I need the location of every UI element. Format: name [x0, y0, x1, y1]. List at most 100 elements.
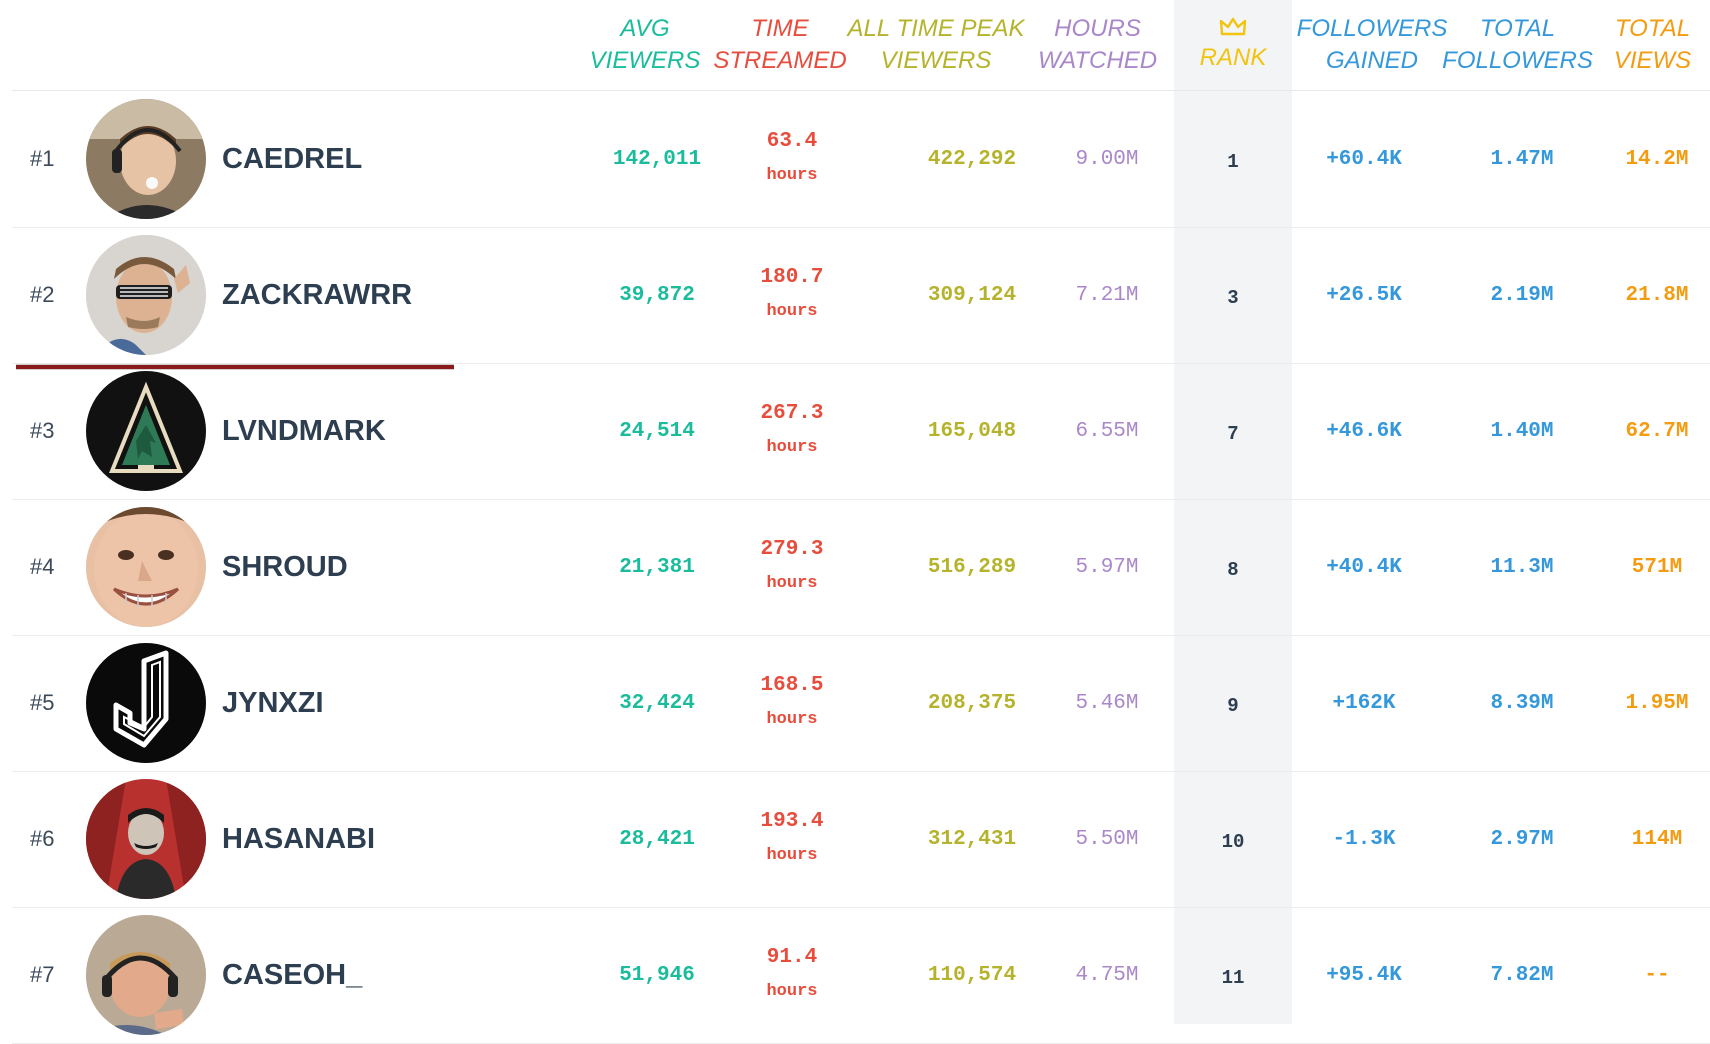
- header-followers-gained[interactable]: FOLLOWERS GAINED: [1297, 12, 1448, 78]
- header-total-views-line1: TOTAL: [1614, 15, 1691, 42]
- followers-gained-value: +26.5K: [1326, 283, 1402, 307]
- row-hover-indicator: [16, 364, 454, 370]
- peak-viewers-value: 516,289: [927, 555, 1017, 579]
- total-followers-value: 7.82M: [1490, 963, 1554, 987]
- total-views-value: 571M: [1631, 555, 1683, 579]
- header-total-followers-line2: FOLLOWERS: [1442, 47, 1593, 74]
- followers-gained-value: +162K: [1332, 691, 1396, 715]
- time-streamed-unit: hours: [766, 302, 818, 321]
- streamer-name[interactable]: ZACKRAWRR: [222, 278, 413, 311]
- peak-viewers-value: 110,574: [927, 963, 1017, 987]
- table-row[interactable]: #4 SHROUD 21,381 279.3 hours 516,289 5.: [12, 499, 1710, 636]
- time-streamed-cell: 193.4 hours: [717, 771, 867, 907]
- time-streamed-unit: hours: [766, 574, 818, 593]
- peak-viewers-value: 208,375: [927, 691, 1017, 715]
- table-row[interactable]: #2 ZACKRAWRR 39,872 180.7 hours 309,124 …: [12, 227, 1710, 364]
- row-position: #7: [30, 962, 55, 987]
- person-sunglasses-avatar-icon: [86, 235, 206, 355]
- header-hours-watched[interactable]: HOURS WATCHED: [1037, 12, 1158, 78]
- streamer-avatar[interactable]: [86, 371, 206, 491]
- header-peak-viewers[interactable]: ALL TIME PEAK VIEWERS: [848, 12, 1025, 78]
- time-streamed-cell: 168.5 hours: [717, 635, 867, 771]
- avg-viewers-value: 39,872: [619, 283, 695, 307]
- followers-gained-value: -1.3K: [1332, 827, 1396, 851]
- total-views-value: 21.8M: [1625, 283, 1689, 307]
- table-row[interactable]: #3 LVNDMARK 24,514 267.3 hours 165,048 6…: [12, 363, 1710, 500]
- table-row[interactable]: #5 JYNXZI 32,424 168.5 hours 208,375 5.4…: [12, 635, 1710, 772]
- header-followers-gained-line2: GAINED: [1325, 47, 1418, 74]
- streamer-name[interactable]: CASEOH_: [222, 958, 363, 991]
- time-streamed-cell: 279.3 hours: [717, 499, 867, 635]
- header-peak-viewers-line1: ALL TIME PEAK: [847, 15, 1025, 42]
- j-logo-avatar-icon: [86, 643, 206, 763]
- header-time-streamed-line2: STREAMED: [713, 47, 847, 74]
- row-position: #1: [30, 146, 55, 171]
- streamer-avatar[interactable]: [86, 643, 206, 763]
- followers-gained-value: +46.6K: [1326, 419, 1402, 443]
- time-streamed-cell: 63.4 hours: [717, 91, 867, 227]
- header-rank[interactable]: RANK: [1174, 12, 1292, 78]
- time-streamed-unit: hours: [766, 166, 818, 185]
- total-views-value: 114M: [1631, 827, 1683, 851]
- header-avg-viewers-line2: VIEWERS: [589, 47, 701, 74]
- total-views-value: 14.2M: [1625, 147, 1689, 171]
- peak-viewers-value: 422,292: [927, 147, 1017, 171]
- time-streamed-value: 279.3: [760, 538, 824, 561]
- table-row[interactable]: #7 CASEOH_ 51,946 91.4 hours 110,574 4.7…: [12, 907, 1710, 1044]
- illustrated-man-avatar-icon: [86, 779, 206, 899]
- header-divider: [12, 90, 1710, 91]
- time-streamed-cell: 180.7 hours: [717, 227, 867, 363]
- followers-gained-value: +60.4K: [1326, 147, 1402, 171]
- header-peak-viewers-line2: VIEWERS: [880, 47, 992, 74]
- avg-viewers-value: 51,946: [619, 963, 695, 987]
- total-views-value: 1.95M: [1625, 691, 1689, 715]
- table-row[interactable]: #6 HASANABI 28,421 193.4 hours 312,431 5…: [12, 771, 1710, 908]
- row-position: #3: [30, 418, 55, 443]
- table-row[interactable]: #1 CAEDREL 142,011 63.4 hours 422,292 9.…: [12, 91, 1710, 228]
- followers-gained-value: +40.4K: [1326, 555, 1402, 579]
- total-views-value: --: [1644, 963, 1670, 987]
- streamer-name[interactable]: LVNDMARK: [222, 414, 386, 447]
- person-headset-avatar-icon: [86, 915, 206, 1035]
- peak-viewers-value: 309,124: [927, 283, 1017, 307]
- triangle-logo-avatar-icon: [86, 371, 206, 491]
- avg-viewers-value: 142,011: [612, 147, 702, 171]
- header-total-followers-line1: TOTAL: [1479, 15, 1556, 42]
- row-position: #4: [30, 554, 55, 579]
- streamer-name[interactable]: HASANABI: [222, 822, 376, 855]
- hours-watched-value: 5.97M: [1075, 555, 1139, 579]
- rank-value: 10: [1221, 831, 1245, 853]
- hours-watched-value: 5.50M: [1075, 827, 1139, 851]
- header-total-followers[interactable]: TOTAL FOLLOWERS: [1442, 12, 1593, 78]
- hours-watched-value: 7.21M: [1075, 283, 1139, 307]
- rank-value: 8: [1227, 559, 1239, 581]
- time-streamed-unit: hours: [766, 438, 818, 457]
- total-followers-value: 11.3M: [1490, 555, 1554, 579]
- time-streamed-cell: 267.3 hours: [717, 363, 867, 499]
- header-time-streamed[interactable]: TIME STREAMED: [713, 12, 847, 78]
- peak-viewers-value: 312,431: [927, 827, 1017, 851]
- time-streamed-value: 193.4: [760, 810, 824, 833]
- avg-viewers-value: 21,381: [619, 555, 695, 579]
- crown-icon: [1219, 17, 1247, 36]
- total-views-value: 62.7M: [1625, 419, 1689, 443]
- total-followers-value: 1.47M: [1490, 147, 1554, 171]
- header-hours-watched-line2: WATCHED: [1037, 47, 1158, 74]
- streamer-avatar[interactable]: [86, 507, 206, 627]
- header-total-views[interactable]: TOTAL VIEWS: [1600, 12, 1705, 78]
- header-total-views-line2: VIEWS: [1613, 47, 1692, 74]
- rank-value: 1: [1227, 151, 1239, 173]
- header-avg-viewers-line1: AVG: [620, 15, 670, 42]
- streamer-name[interactable]: CAEDREL: [222, 142, 363, 175]
- row-position: #2: [30, 282, 55, 307]
- hours-watched-value: 4.75M: [1075, 963, 1139, 987]
- total-followers-value: 2.97M: [1490, 827, 1554, 851]
- streamer-avatar[interactable]: [86, 779, 206, 899]
- streamer-name[interactable]: SHROUD: [222, 550, 348, 583]
- streamer-avatar[interactable]: [86, 915, 206, 1035]
- streamer-avatar[interactable]: [86, 235, 206, 355]
- person-headset-avatar-icon: [86, 99, 206, 219]
- streamer-name[interactable]: JYNXZI: [222, 686, 324, 719]
- header-avg-viewers[interactable]: AVG VIEWERS: [589, 12, 701, 78]
- streamer-avatar[interactable]: [86, 99, 206, 219]
